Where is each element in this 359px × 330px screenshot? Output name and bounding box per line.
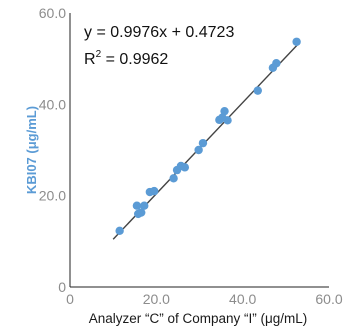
y-tick-label: 0 xyxy=(58,279,66,295)
data-point xyxy=(132,201,142,210)
x-tick-label: 0 xyxy=(66,291,74,307)
data-point xyxy=(140,201,149,210)
data-point xyxy=(220,106,229,116)
y-axis-label: KBI07 (μg/mL) xyxy=(24,106,39,194)
x-axis-label: Analyzer “C” of Company “I” (μg/mL) xyxy=(89,311,308,326)
data-point xyxy=(194,145,203,155)
data-point xyxy=(198,138,208,148)
y-tick-label: 60.0 xyxy=(39,5,66,21)
r-squared-label: R2 = 0.9962 xyxy=(84,49,168,68)
x-tick-label: 20.0 xyxy=(143,291,170,307)
y-tick-label: 20.0 xyxy=(39,188,66,204)
data-point xyxy=(137,208,146,217)
data-point xyxy=(223,116,232,125)
data-point xyxy=(253,86,262,95)
data-point xyxy=(149,186,159,196)
x-tick-labels: 0 20.0 40.0 60.0 xyxy=(66,291,343,307)
equation-label: y = 0.9976x + 0.4723 xyxy=(84,24,234,41)
data-point xyxy=(272,59,281,68)
y-tick-label: 40.0 xyxy=(39,96,66,112)
data-point xyxy=(292,37,301,46)
x-tick-label: 40.0 xyxy=(229,291,256,307)
data-point xyxy=(180,163,190,172)
data-point xyxy=(115,226,124,236)
data-points xyxy=(115,37,301,236)
x-tick-label: 60.0 xyxy=(315,291,342,307)
y-tick-labels: 0 20.0 40.0 60.0 xyxy=(39,5,66,295)
axes xyxy=(69,13,329,288)
data-point xyxy=(169,174,178,183)
